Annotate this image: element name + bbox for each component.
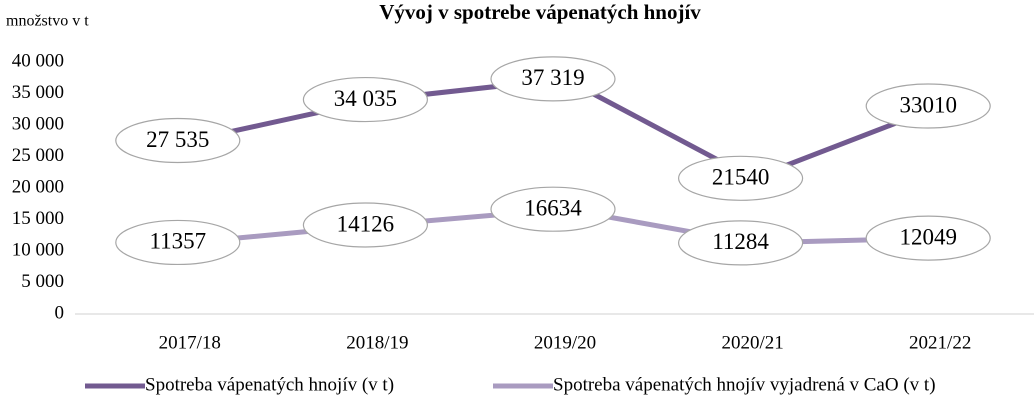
data-label-bubble <box>677 220 804 266</box>
chart-title: Vývoj v spotrebe vápenatých hnojív <box>379 0 701 24</box>
y-tick-label: 35 000 <box>12 82 64 103</box>
data-label-bubble <box>865 83 991 129</box>
data-label-bubble <box>490 186 616 232</box>
y-tick-label: 10 000 <box>12 239 64 260</box>
x-tick-label: 2020/21 <box>721 332 783 353</box>
data-label: 11357 <box>149 229 206 254</box>
y-tick-label: 30 000 <box>12 113 64 134</box>
x-tick-label: 2019/20 <box>534 332 596 353</box>
data-label-bubble <box>115 117 241 164</box>
data-label-bubble <box>490 56 616 102</box>
data-label: 34 035 <box>334 86 397 111</box>
data-label-bubble <box>302 76 428 123</box>
x-tick-label: 2017/18 <box>159 332 221 353</box>
y-tick-label: 0 <box>55 302 65 323</box>
y-tick-label: 25 000 <box>12 145 64 166</box>
legend-label: Spotreba vápenatých hnojív vyjadrená v C… <box>553 374 936 395</box>
x-tick-label: 2018/19 <box>346 332 408 353</box>
data-label-bubble <box>865 215 991 261</box>
data-label: 27 535 <box>146 127 209 152</box>
data-label: 37 319 <box>521 65 584 90</box>
data-label-bubble <box>302 202 428 248</box>
y-tick-label: 5 000 <box>21 271 64 292</box>
data-label-bubble <box>115 219 241 266</box>
data-label-bubble <box>677 155 804 201</box>
legend-label: Spotreba vápenatých hnojív (v t) <box>145 374 394 395</box>
x-tick-label: 2021/22 <box>909 332 971 353</box>
data-label: 14126 <box>337 211 395 236</box>
y-tick-label: 40 000 <box>12 50 64 71</box>
data-label: 11284 <box>712 229 769 254</box>
y-tick-label: 20 000 <box>12 176 64 197</box>
y-axis-label: množstvo v t <box>6 13 89 30</box>
y-tick-label: 15 000 <box>12 208 64 229</box>
data-label: 12049 <box>899 224 957 249</box>
data-label: 16634 <box>524 195 582 220</box>
data-label: 21540 <box>712 165 770 190</box>
data-label: 33010 <box>899 92 957 117</box>
